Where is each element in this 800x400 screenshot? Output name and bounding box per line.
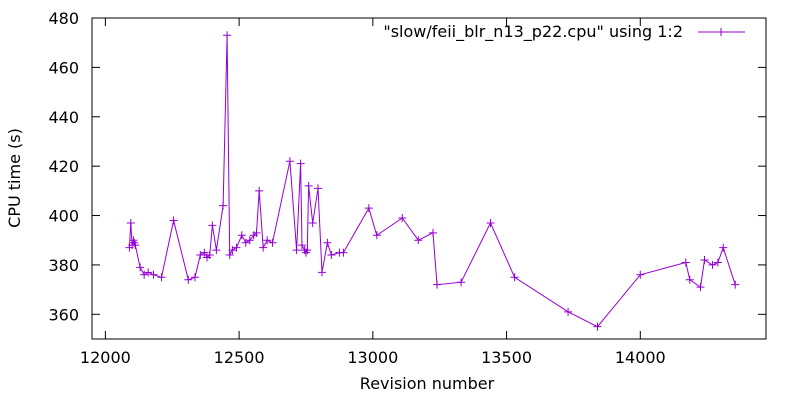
- data-point: [731, 280, 740, 289]
- data-point: [681, 258, 690, 267]
- series-line: [128, 35, 736, 328]
- data-point: [208, 221, 217, 230]
- data-point: [245, 236, 254, 245]
- data-point: [259, 243, 268, 252]
- legend-marker: [717, 28, 725, 36]
- data-point: [223, 31, 232, 40]
- data-point: [685, 275, 694, 284]
- data-point: [700, 255, 709, 264]
- y-tick-label: 480: [48, 9, 79, 28]
- data-point: [457, 278, 466, 287]
- data-point: [372, 231, 381, 240]
- y-tick-label: 380: [48, 256, 79, 275]
- data-point: [303, 246, 312, 255]
- data-point: [323, 238, 332, 247]
- x-tick-label: 12500: [214, 348, 265, 367]
- data-point: [237, 231, 246, 240]
- data-point: [157, 273, 166, 282]
- data-point: [255, 186, 264, 195]
- data-point: [304, 181, 313, 190]
- data-point: [184, 275, 193, 284]
- data-point: [308, 218, 317, 227]
- data-point: [429, 228, 438, 237]
- y-tick-label: 360: [48, 305, 79, 324]
- data-point: [339, 248, 348, 257]
- y-axis-title: CPU time (s): [5, 128, 24, 228]
- data-point: [713, 258, 722, 267]
- data-point: [263, 236, 272, 245]
- data-point: [228, 246, 237, 255]
- legend-marker-glyph: [717, 28, 725, 36]
- data-point: [169, 216, 178, 225]
- data-point: [433, 280, 442, 289]
- data-point: [131, 241, 140, 250]
- data-point: [327, 251, 336, 260]
- data-point: [232, 243, 241, 252]
- data-point: [212, 246, 221, 255]
- data-point: [318, 268, 327, 277]
- data-point: [225, 251, 234, 260]
- data-point: [314, 184, 323, 193]
- data-point: [149, 270, 158, 279]
- data-point: [200, 248, 209, 257]
- data-point: [144, 268, 153, 277]
- y-tick-label: 400: [48, 207, 79, 226]
- x-tick-label: 14000: [615, 348, 666, 367]
- y-tick-label: 460: [48, 58, 79, 77]
- x-tick-label: 13500: [481, 348, 532, 367]
- data-point: [140, 270, 149, 279]
- data-point: [719, 243, 728, 252]
- data-point: [190, 273, 199, 282]
- data-point: [292, 246, 301, 255]
- data-point: [364, 204, 373, 213]
- data-point: [398, 214, 407, 223]
- x-tick-label: 13000: [347, 348, 398, 367]
- legend-label: "slow/feii_blr_n13_p22.cpu" using 1:2: [383, 22, 683, 42]
- x-tick-label: 12000: [80, 348, 131, 367]
- data-point: [126, 218, 135, 227]
- data-point: [708, 260, 717, 269]
- y-tick-label: 440: [48, 108, 79, 127]
- data-point: [136, 263, 145, 272]
- plot-frame: [91, 17, 767, 340]
- data-point: [219, 201, 228, 210]
- data-point: [241, 238, 250, 247]
- data-point: [296, 159, 305, 168]
- data-point: [414, 236, 423, 245]
- data-point: [196, 251, 205, 260]
- data-point: [696, 283, 705, 292]
- data-point: [510, 273, 519, 282]
- data-point: [205, 251, 214, 260]
- x-axis-title: Revision number: [360, 374, 495, 393]
- series-layer: [125, 31, 740, 331]
- data-point: [564, 307, 573, 316]
- data-point: [486, 218, 495, 227]
- data-point: [252, 228, 261, 237]
- data-point: [285, 157, 294, 166]
- legend: "slow/feii_blr_n13_p22.cpu" using 1:2: [383, 22, 745, 42]
- data-point: [593, 322, 602, 331]
- data-point: [268, 238, 277, 247]
- data-point: [297, 241, 306, 250]
- axis-ticks: 12000 12500 13000 13500 14000 360 380 400 420 440…: [48, 9, 766, 367]
- data-point: [636, 270, 645, 279]
- y-tick-label: 420: [48, 157, 79, 176]
